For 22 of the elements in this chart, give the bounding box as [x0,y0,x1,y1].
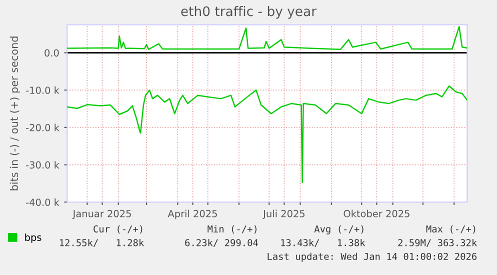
x-tick-label: Juli 2025 [262,210,305,220]
line-series [67,85,468,183]
x-tick-label: April 2025 [168,210,217,220]
y-axis-title: bits in (-) / out (+) per second [10,36,20,190]
text: Cur (-/+) [94,225,142,234]
y-tick-label: -10.0 k [26,86,60,94]
text: Min (-/+) [208,225,256,234]
text: 2.59M/ 363.32k [398,238,477,247]
y-tick-label: 0.0 [44,49,59,57]
text: 13.43k/ 1.38k [281,238,366,247]
x-tick-label: Oktober 2025 [344,210,410,218]
text: Avg (-/+) [314,225,364,234]
y-tick-label: -20.0 k [26,124,60,132]
text: 6.23k/ 299.04 [185,238,258,247]
legend-label: bps [25,233,42,243]
text: Last update: Wed Jan 14 01:00:02 2026 [268,252,477,262]
x-tick-label: Januar 2025 [72,210,131,220]
chart-title: eth0 traffic - by year [181,6,317,19]
text: 12.55k/ 1.28k [60,238,144,247]
y-tick-label: -40.0 k [26,198,60,206]
text: Max (-/+) [426,225,476,234]
y-tick-label: -30.0 k [26,161,60,169]
